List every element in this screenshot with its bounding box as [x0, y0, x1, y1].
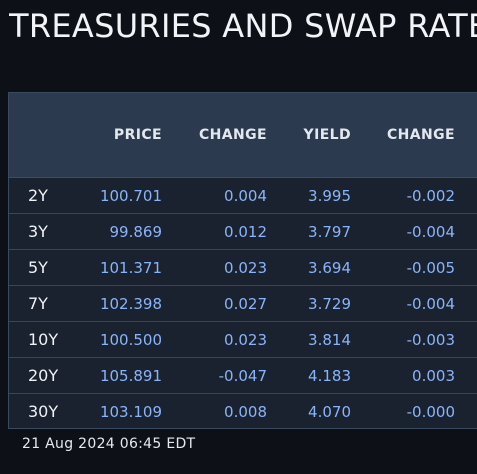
yield-change-cell: -0.000 [406, 403, 455, 421]
price-change-cell: 0.012 [224, 223, 267, 241]
price-change-cell: 0.027 [224, 295, 267, 313]
price-cell: 103.109 [99, 403, 162, 421]
table-row[interactable]: 5Y 101.371 0.023 3.694 -0.005 [9, 250, 477, 286]
yield-change-cell: 0.003 [412, 367, 455, 385]
yield-change-cell: -0.005 [406, 259, 455, 277]
price-cell: 101.371 [99, 259, 162, 277]
price-cell: 102.398 [99, 295, 162, 313]
timestamp: 21 Aug 2024 06:45 EDT [22, 436, 196, 452]
price-cell: 105.891 [99, 367, 162, 385]
table-row[interactable]: 3Y 99.869 0.012 3.797 -0.004 [9, 214, 477, 250]
tenor-cell: 5Y [28, 258, 48, 277]
price-change-cell: 0.023 [224, 259, 267, 277]
tenor-cell: 10Y [28, 330, 59, 349]
table-row[interactable]: 2Y 100.701 0.004 3.995 -0.002 [9, 178, 477, 214]
tenor-cell: 30Y [28, 402, 59, 421]
yield-cell: 4.183 [308, 367, 351, 385]
price-cell: 100.500 [99, 331, 162, 349]
price-cell: 100.701 [99, 187, 162, 205]
yield-change-cell: -0.002 [406, 187, 455, 205]
table-row[interactable]: 20Y 105.891 -0.047 4.183 0.003 [9, 358, 477, 394]
table-row[interactable]: 7Y 102.398 0.027 3.729 -0.004 [9, 286, 477, 322]
price-change-cell: -0.047 [218, 367, 267, 385]
yield-change-cell: -0.003 [406, 331, 455, 349]
table-row[interactable]: 30Y 103.109 0.008 4.070 -0.000 [9, 394, 477, 428]
price-change-cell: 0.023 [224, 331, 267, 349]
yield-change-cell: -0.004 [406, 295, 455, 313]
table-header: PRICE CHANGE YIELD CHANGE [9, 93, 477, 178]
column-header-yield-change[interactable]: CHANGE [387, 127, 455, 143]
table-row[interactable]: 10Y 100.500 0.023 3.814 -0.003 [9, 322, 477, 358]
rates-table: PRICE CHANGE YIELD CHANGE 2Y 100.701 0.0… [8, 92, 477, 429]
yield-cell: 3.995 [308, 187, 351, 205]
yield-cell: 3.694 [308, 259, 351, 277]
page-title: TREASURIES AND SWAP RATES [9, 7, 477, 45]
column-header-change[interactable]: CHANGE [199, 127, 267, 143]
price-change-cell: 0.004 [224, 187, 267, 205]
yield-cell: 3.729 [308, 295, 351, 313]
tenor-cell: 2Y [28, 186, 48, 205]
tenor-cell: 20Y [28, 366, 59, 385]
yield-change-cell: -0.004 [406, 223, 455, 241]
yield-cell: 3.814 [308, 331, 351, 349]
tenor-cell: 7Y [28, 294, 48, 313]
price-change-cell: 0.008 [224, 403, 267, 421]
column-header-yield[interactable]: YIELD [303, 127, 351, 143]
price-cell: 99.869 [109, 223, 163, 241]
column-header-price[interactable]: PRICE [113, 127, 162, 143]
yield-cell: 4.070 [308, 403, 351, 421]
tenor-cell: 3Y [28, 222, 48, 241]
yield-cell: 3.797 [308, 223, 351, 241]
